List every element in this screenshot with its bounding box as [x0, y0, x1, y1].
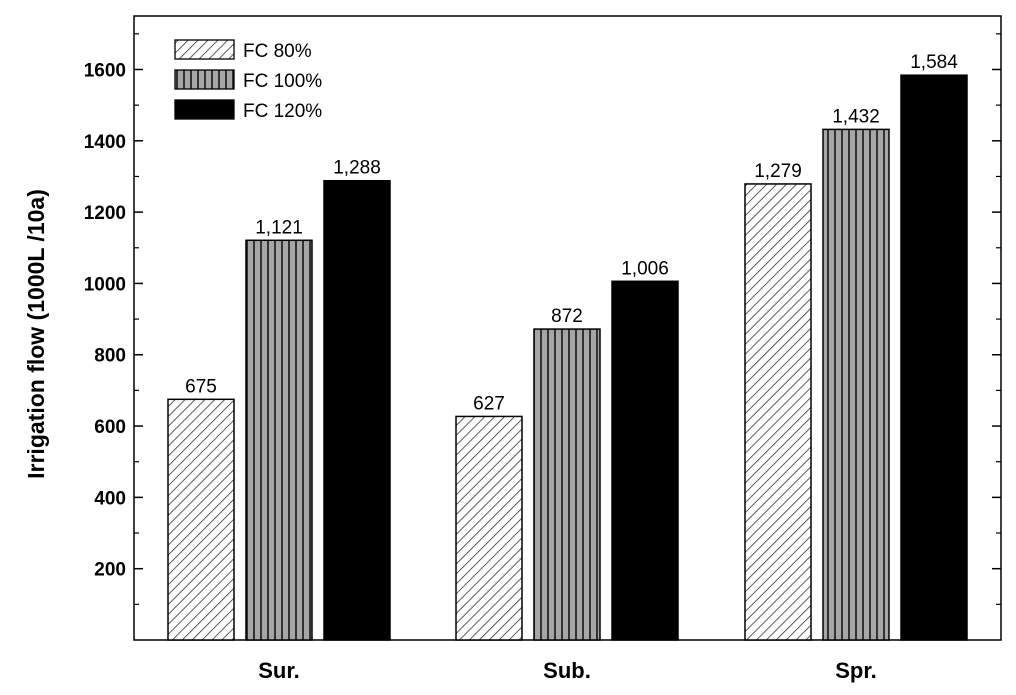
y-tick-label: 200: [94, 560, 126, 581]
legend-swatch: [174, 99, 235, 120]
bar-value-label: 1,279: [754, 161, 802, 182]
x-category-label: Sur.: [258, 658, 300, 683]
bar: [611, 280, 679, 641]
bar: [455, 415, 523, 641]
legend-swatch: [174, 39, 235, 60]
legend-label: FC 100%: [243, 71, 322, 92]
y-tick-label: 400: [94, 488, 126, 509]
bar-value-label: 1,288: [333, 158, 381, 179]
bar: [744, 183, 812, 641]
bar: [533, 328, 601, 641]
bar: [167, 398, 235, 641]
y-tick-label: 1400: [84, 132, 126, 153]
bar: [323, 179, 391, 641]
bar-value-label: 1,584: [910, 52, 958, 73]
y-tick-label: 1600: [84, 60, 126, 81]
bar: [245, 239, 313, 641]
bar-value-label: 675: [185, 376, 217, 397]
y-axis-title: Irrigation flow (1000L /10a): [23, 189, 49, 479]
legend-label: FC 120%: [243, 101, 322, 122]
y-tick-label: 800: [94, 346, 126, 367]
legend-label: FC 80%: [243, 41, 312, 62]
bar: [822, 128, 890, 641]
bar-value-label: 872: [551, 306, 583, 327]
x-category-label: Sub.: [543, 658, 591, 683]
bar: [900, 74, 968, 641]
y-tick-label: 1000: [84, 274, 126, 295]
bar-value-label: 1,121: [255, 217, 303, 238]
y-tick-label: 1200: [84, 203, 126, 224]
x-category-label: Spr.: [835, 658, 877, 683]
bar-value-label: 1,432: [832, 106, 880, 127]
legend-swatch: [174, 69, 235, 90]
bar-value-label: 1,006: [621, 258, 669, 279]
y-tick-label: 600: [94, 417, 126, 438]
bar-value-label: 627: [473, 393, 505, 414]
